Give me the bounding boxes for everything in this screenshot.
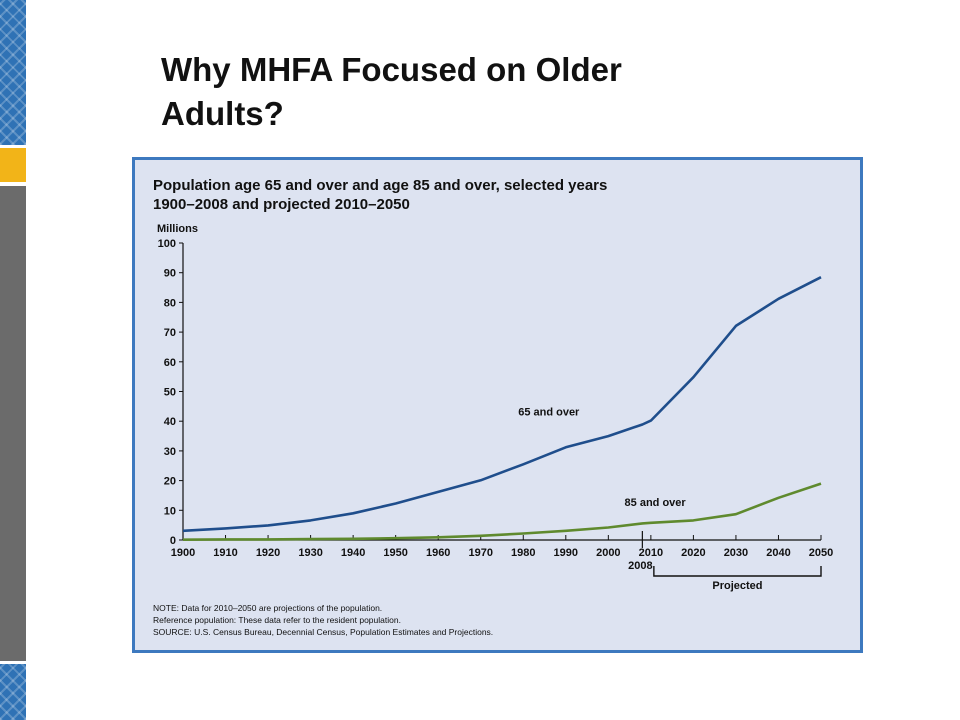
y-tick-label: 100 xyxy=(158,238,176,250)
series-line-65-and-over xyxy=(182,276,822,533)
chart-title-line-1: Population age 65 and over and age 85 an… xyxy=(153,177,607,194)
sidebar-pattern-bottom xyxy=(0,664,26,720)
sidebar-pattern-top xyxy=(0,0,26,145)
slide-title-line-2: Adults? xyxy=(161,95,284,132)
x-tick-label: 1910 xyxy=(213,547,237,559)
series-line-85-and-over xyxy=(182,482,822,541)
x-tick-label: 2000 xyxy=(596,547,620,559)
x-tick-label: 2040 xyxy=(766,547,790,559)
sidebar-gold-block xyxy=(0,148,26,182)
chart-note-2: Reference population: These data refer t… xyxy=(153,615,401,625)
x-tick-label: 2030 xyxy=(724,547,748,559)
projection-bracket xyxy=(653,566,822,577)
x-tick-label: 1950 xyxy=(383,547,407,559)
projection-label: Projected xyxy=(712,580,762,592)
y-tick-label: 80 xyxy=(164,297,176,309)
series-label-85-and-over: 85 and over xyxy=(625,497,687,509)
y-tick-label: 30 xyxy=(164,446,176,458)
slide-title: Why MHFA Focused on Older Adults? xyxy=(161,48,781,136)
y-tick-label: 0 xyxy=(170,535,176,547)
y-tick-label: 10 xyxy=(164,505,176,517)
chart-note-3: SOURCE: U.S. Census Bureau, Decennial Ce… xyxy=(153,627,493,637)
x-tick-label: 2010 xyxy=(639,547,663,559)
chart-series xyxy=(182,276,822,541)
x-tick-label: 1920 xyxy=(256,547,280,559)
x-tick-label: 1990 xyxy=(554,547,578,559)
sidebar-gray-block xyxy=(0,186,26,661)
x-tick-label: 1900 xyxy=(171,547,195,559)
y-tick-label: 60 xyxy=(164,357,176,369)
x-tick-label: 1940 xyxy=(341,547,365,559)
population-chart: Population age 65 and over and age 85 an… xyxy=(153,177,834,637)
y-tick-label: 90 xyxy=(164,268,176,280)
chart-annotations: 2008 Projected 65 and over 85 and over xyxy=(518,406,822,592)
y-tick-label: 40 xyxy=(164,416,176,428)
x-tick-label: 2050 xyxy=(809,547,833,559)
year-2008-label: 2008 xyxy=(628,560,652,572)
chart-note-1: NOTE: Data for 2010–2050 are projections… xyxy=(153,603,382,613)
chart-panel: Population age 65 and over and age 85 an… xyxy=(132,157,863,653)
decorative-sidebar xyxy=(0,0,26,720)
chart-title-line-2: 1900–2008 and projected 2010–2050 xyxy=(153,196,410,213)
x-tick-label: 2020 xyxy=(681,547,705,559)
series-label-65-and-over: 65 and over xyxy=(518,406,580,418)
slide-title-line-1: Why MHFA Focused on Older xyxy=(161,51,622,88)
y-tick-label: 50 xyxy=(164,387,176,399)
x-tick-label: 1970 xyxy=(468,547,492,559)
y-tick-label: 70 xyxy=(164,327,176,339)
x-tick-label: 1960 xyxy=(426,547,450,559)
y-tick-label: 20 xyxy=(164,476,176,488)
x-tick-label: 1980 xyxy=(511,547,535,559)
y-axis-label: Millions xyxy=(157,223,198,235)
x-tick-label: 1930 xyxy=(298,547,322,559)
